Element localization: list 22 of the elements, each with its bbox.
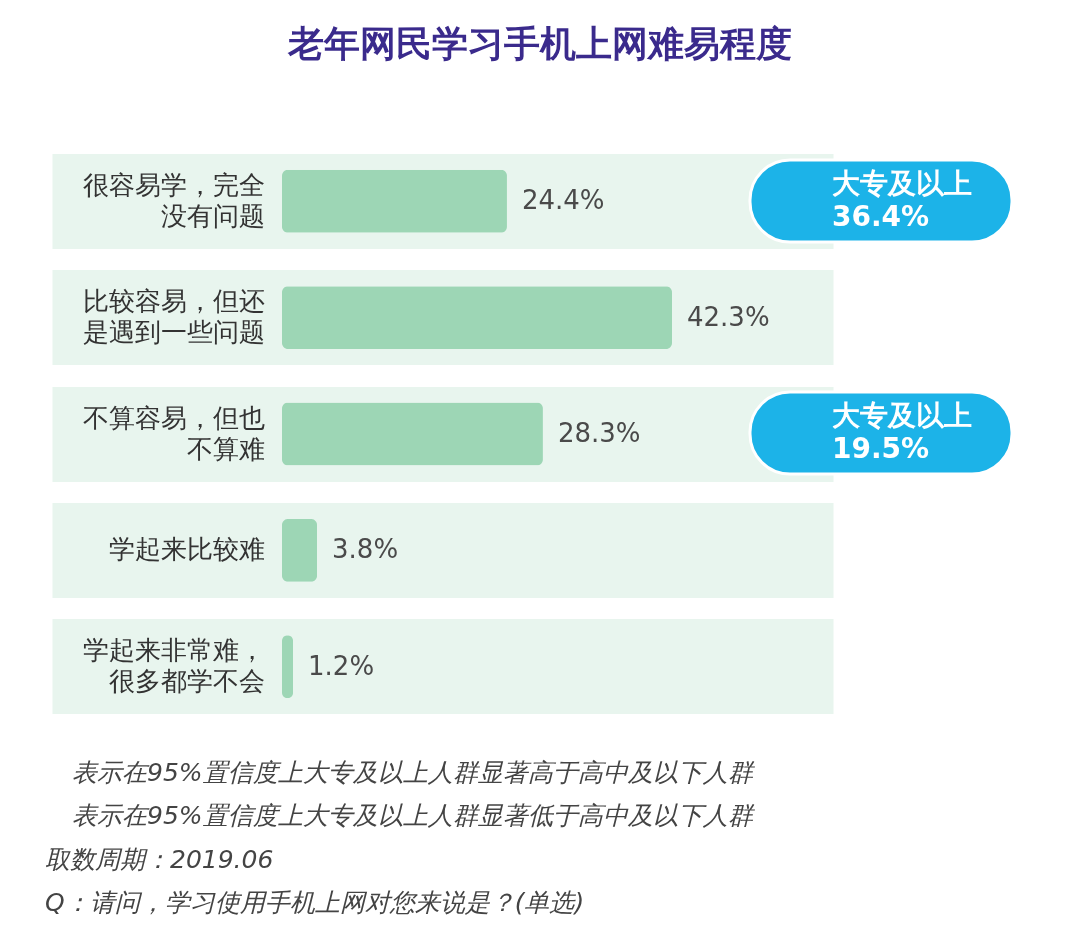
chart-title: 老年网民学习手机上网难易程度 xyxy=(287,23,792,64)
y-tick-label: 不算容易，但也不算难 xyxy=(83,402,265,464)
bar xyxy=(282,286,672,350)
text: 表示在95%置信度上大专及以上人群显著低于高中及以下人群 xyxy=(72,801,756,830)
text: 大专及以上 19.5% xyxy=(832,398,972,465)
y-tick-label: 很容易学，完全没有问题 xyxy=(83,169,265,231)
text: 取数周期：2019.06 xyxy=(45,845,274,874)
text: Q：请问，学习使用手机上网对您来说是？(单选) xyxy=(45,888,585,917)
data-label: 24.4% xyxy=(521,185,605,216)
bar xyxy=(282,518,318,582)
text: 表示在95%置信度上大专及以上人群显著高于高中及以下人群 xyxy=(72,758,756,787)
y-tick-label: 学起来比较难 xyxy=(109,534,265,565)
data-label: 1.2% xyxy=(308,650,375,681)
text: 大专及以上 36.4% xyxy=(832,166,972,233)
data-label: 42.3% xyxy=(687,301,770,332)
bar xyxy=(282,635,294,699)
bar xyxy=(282,169,507,233)
data-label: 28.3% xyxy=(557,418,641,448)
bar xyxy=(282,402,543,466)
y-tick-label: 比较容易，但还是遇到一些问题 xyxy=(83,286,265,348)
data-label: 3.8% xyxy=(332,534,399,565)
y-tick-label: 学起来非常难，很多都学不会 xyxy=(83,635,265,697)
